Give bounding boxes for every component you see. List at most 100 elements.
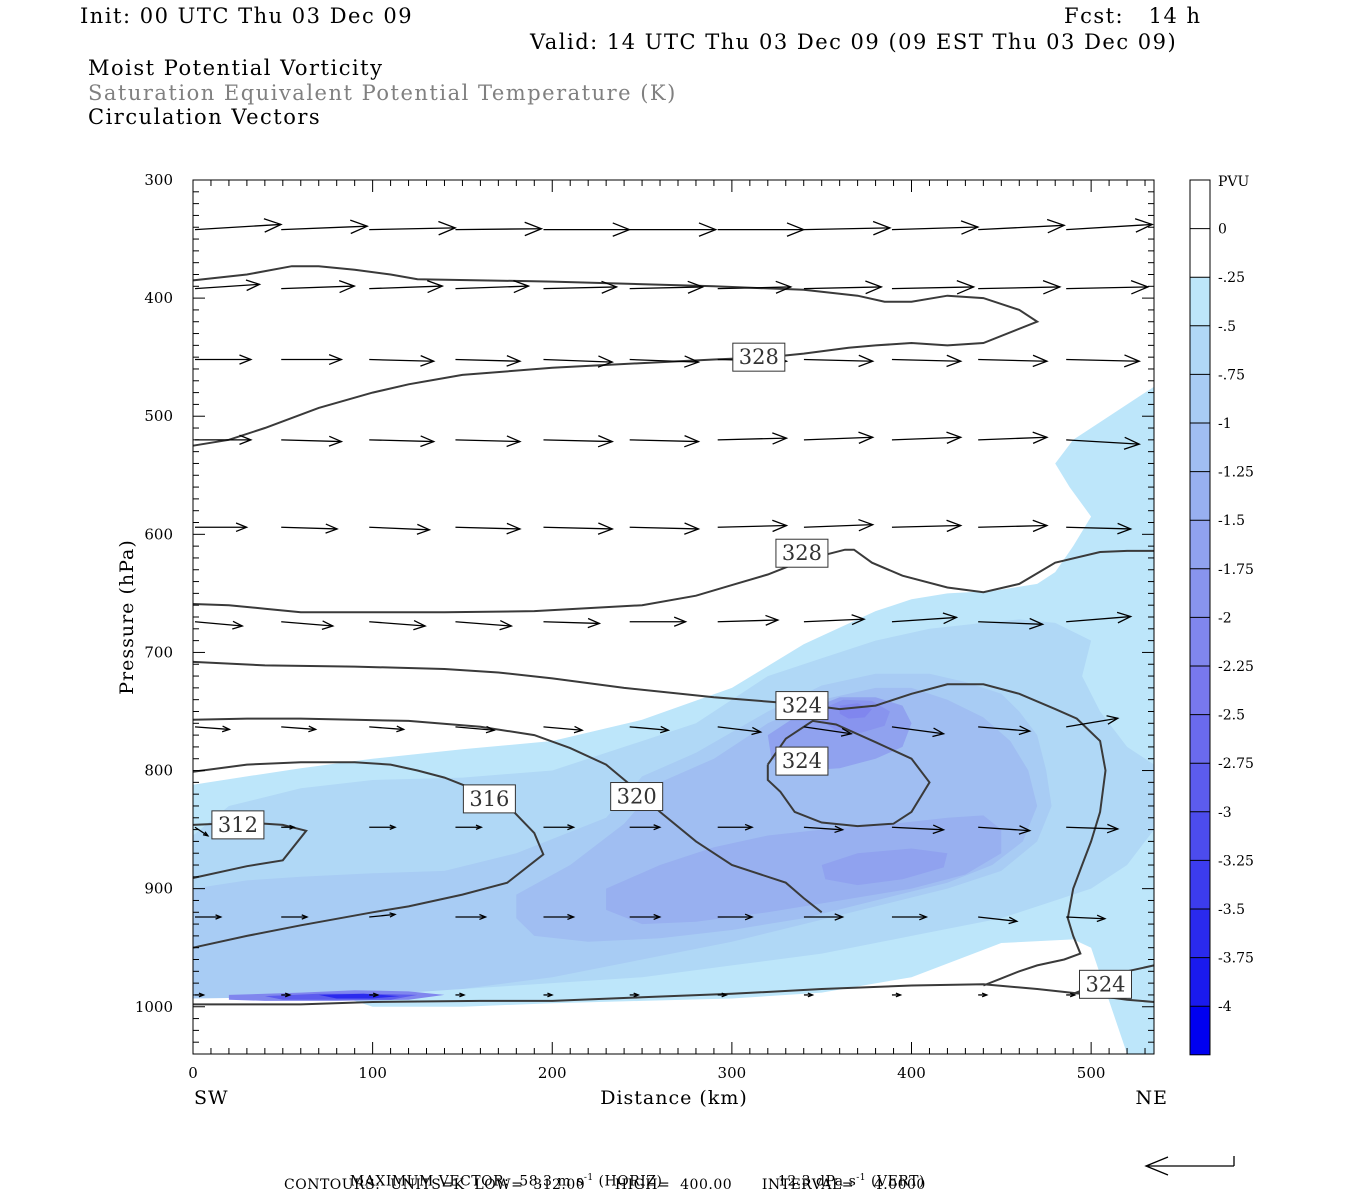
contour-label-7: 324 [1079, 969, 1133, 999]
x-tick-label: 400 [897, 1064, 926, 1082]
circulation-vector-92 [543, 913, 576, 921]
colorbar-label: -1.5 [1218, 513, 1245, 529]
x-axis-right-end-label: NE [1136, 1087, 1169, 1109]
colorbar-label: -2.5 [1218, 708, 1245, 724]
circulation-vector-30 [891, 354, 963, 368]
x-tick-label: 0 [188, 1064, 198, 1082]
circulation-vector-108 [978, 992, 989, 998]
circulation-vector-87 [1066, 823, 1120, 834]
y-tick-label: 300 [144, 171, 173, 189]
circulation-vector-52 [891, 519, 963, 533]
contour-line-328-0 [192, 265, 1040, 447]
max-vector-vert-value: 12.3 dPa s [777, 1173, 857, 1190]
colorbar-label: -1 [1218, 416, 1232, 432]
circulation-vector-57 [369, 620, 427, 631]
circulation-vector-50 [717, 519, 789, 533]
circulation-vector-33 [195, 434, 253, 446]
circulation-vector-7 [803, 220, 892, 236]
y-tick-label: 400 [144, 289, 173, 307]
circulation-vector-96 [891, 913, 929, 921]
circulation-vector-97 [978, 916, 1019, 925]
circulation-vector-79 [369, 824, 397, 830]
y-tick-label: 700 [144, 643, 173, 661]
circulation-vector-93 [629, 913, 662, 921]
circulation-vector-101 [369, 992, 380, 998]
x-tick-label: 100 [358, 1064, 387, 1082]
circulation-vector-27 [629, 355, 701, 368]
circulation-vector-67 [281, 725, 318, 733]
circulation-vector-8 [891, 220, 980, 235]
circulation-vector-34 [281, 435, 344, 447]
circulation-vector-54 [1066, 522, 1133, 535]
circulation-vector-46 [369, 523, 432, 535]
circulation-vector-12 [281, 280, 357, 294]
circulation-vector-31 [978, 354, 1049, 368]
circulation-vector-62 [803, 614, 866, 626]
circulation-vector-39 [717, 432, 789, 445]
circulation-vector-9 [978, 218, 1066, 234]
circulation-vector-81 [543, 824, 576, 831]
circulation-vector-29 [803, 354, 875, 368]
circulation-vector-86 [978, 825, 1032, 835]
contour-line-324-3 [766, 719, 931, 828]
circulation-vector-21 [1066, 280, 1150, 295]
colorbar-label: -1.75 [1218, 562, 1254, 578]
field-title-vectors: Circulation Vectors [88, 105, 322, 129]
circulation-vector-53 [978, 519, 1049, 533]
colorbar-label: -3.25 [1218, 853, 1254, 869]
pvu-colorbar: PVU 0 -.25 -.5 -.75 -1 -1.25 -1.5 -1.75 -2 -2.25 -2… [1189, 174, 1254, 1056]
y-tick-label: 1000 [135, 998, 173, 1016]
y-tick-label: 600 [144, 525, 173, 543]
circulation-vector-89 [281, 914, 309, 920]
y-tick-label: 500 [144, 407, 173, 425]
circulation-vector-23 [281, 354, 344, 366]
circulation-vector-94 [717, 913, 754, 921]
circulation-vector-38 [629, 434, 701, 448]
circulation-vector-26 [543, 355, 615, 368]
circulation-vector-75 [978, 725, 1032, 736]
circulation-vector-14 [455, 280, 531, 294]
circulation-vector-15 [543, 280, 619, 294]
contour-label-text: 312 [218, 813, 258, 837]
circulation-vector-11 [194, 279, 262, 292]
colorbar-swatch-17 [1190, 1006, 1210, 1055]
colorbar-swatch-8 [1190, 568, 1210, 618]
circulation-vector-70 [543, 725, 584, 734]
circulation-vector-64 [978, 617, 1045, 630]
colorbar-swatch-5 [1190, 423, 1210, 472]
contour-line-320-4 [192, 717, 823, 914]
max-vector-horiz-suffix: (HORIZ) [593, 1173, 663, 1190]
colorbar-label: -.75 [1218, 367, 1245, 383]
forecast-hour: Fcst: 14 h [1064, 4, 1202, 28]
circulation-vector-84 [803, 825, 845, 834]
contours-note: CONTOURS: UNITS=K LOW= 312.00 HIGH= 400.… [284, 1177, 926, 1193]
circulation-vector-103 [543, 992, 554, 998]
colorbar-swatch-9 [1190, 617, 1210, 666]
colorbar-swatch-2 [1190, 277, 1210, 326]
circulation-vector-78 [281, 824, 296, 830]
colorbar-swatch-15 [1190, 909, 1210, 958]
circulation-vector-16 [629, 280, 705, 294]
contour-label-text: 316 [469, 787, 509, 811]
circulation-vector-59 [543, 617, 602, 629]
circulation-vector-41 [891, 431, 963, 444]
colorbar-swatch-3 [1190, 325, 1210, 375]
colorbar-swatch-4 [1190, 374, 1210, 423]
circulation-vector-37 [543, 434, 615, 448]
contour-label-text: 320 [617, 785, 657, 809]
colorbar-swatch-16 [1190, 957, 1210, 1007]
circulation-vector-19 [891, 280, 976, 295]
circulation-vector-76 [1066, 715, 1120, 728]
circulation-vector-83 [717, 823, 754, 831]
colorbar-swatch-11 [1190, 714, 1210, 764]
circulation-vector-66 [194, 725, 232, 733]
colorbar-swatch-13 [1190, 811, 1210, 861]
circulation-vector-18 [803, 280, 884, 295]
circulation-vector-1 [281, 219, 369, 235]
circulation-vector-72 [717, 726, 763, 736]
circulation-vector-71 [629, 725, 671, 734]
colorbar-label: -2.25 [1218, 659, 1254, 675]
y-tick-label: 900 [144, 880, 173, 898]
circulation-vector-51 [803, 518, 875, 532]
x-tick-label: 300 [718, 1064, 747, 1082]
